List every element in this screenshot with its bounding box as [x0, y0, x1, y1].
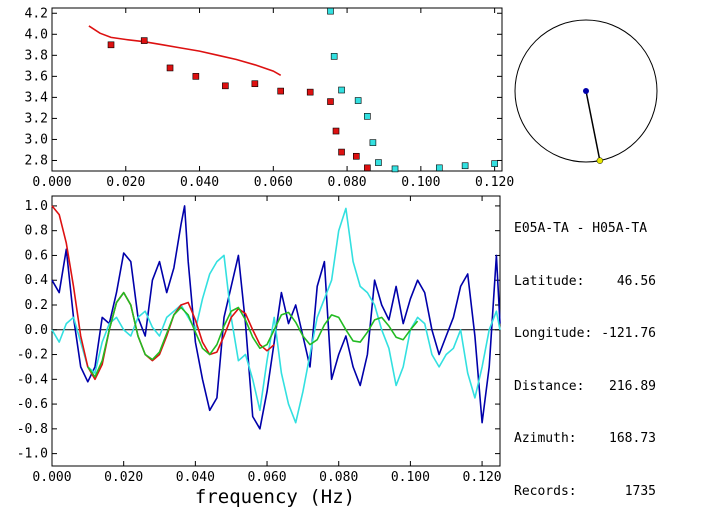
- x-tick-label: 0.120: [463, 470, 502, 485]
- dispersion-marker-cyan: [461, 162, 469, 170]
- longitude-label: Longitude:: [514, 326, 593, 341]
- x-tick-label: 0.060: [254, 175, 293, 190]
- dispersion-marker-cyan: [435, 164, 443, 172]
- x-axis-label: frequency (Hz): [195, 486, 355, 508]
- x-tick-label: 0.080: [319, 470, 358, 485]
- latitude-label: Latitude:: [514, 273, 585, 289]
- y-tick-label: 3.6: [25, 69, 48, 84]
- dispersion-x-ticks: 0.000 0.020 0.040 0.060 0.080 0.100 0.120: [32, 8, 514, 190]
- dispersion-marker-red: [277, 87, 284, 95]
- dispersion-marker-cyan: [375, 159, 382, 166]
- x-tick-label: 0.040: [180, 175, 219, 190]
- dispersion-plot: 0.000 0.020 0.040 0.060 0.080 0.100 0.120 2.8 3…: [25, 6, 515, 190]
- dispersion-marker-red: [107, 41, 115, 49]
- y-tick-label: 4.0: [25, 27, 48, 42]
- correlation-curve-green: [87, 291, 419, 378]
- dispersion-marker-red: [338, 148, 345, 156]
- dispersion-marker-red: [222, 82, 229, 90]
- azimuth-label: Azimuth:: [514, 431, 577, 446]
- info-row-latitude: Latitude: 46.56: [514, 273, 656, 291]
- dispersion-marker-cyan: [338, 86, 345, 94]
- x-tick-label: 0.000: [32, 175, 71, 190]
- y-tick-label: -1.0: [17, 447, 48, 462]
- dispersion-marker-cyan: [369, 139, 377, 146]
- y-tick-label: 3.8: [25, 48, 48, 63]
- dispersion-marker-cyan: [491, 160, 498, 167]
- dispersion-marker-cyan: [327, 7, 334, 15]
- latitude-value: 46.56: [616, 273, 656, 289]
- dispersion-plot-frame: [51, 7, 503, 172]
- y-tick-label: 3.2: [25, 111, 48, 126]
- dial-end-dot: [596, 157, 604, 164]
- longitude-value: -121.76: [601, 326, 656, 341]
- dispersion-curve-red: [88, 25, 282, 76]
- x-tick-label: 0.060: [247, 470, 286, 485]
- distance-label: Distance:: [514, 378, 585, 394]
- x-tick-label: 0.120: [475, 175, 514, 190]
- records-value: 1735: [624, 483, 656, 499]
- y-tick-label: 3.4: [25, 90, 49, 105]
- info-row-azimuth: Azimuth: 168.73: [514, 430, 656, 448]
- y-tick-label: 0.0: [25, 323, 48, 338]
- info-row-distance: Distance: 216.89: [514, 378, 656, 396]
- y-tick-label: 0.2: [25, 298, 48, 313]
- azimuth-dial: [514, 19, 658, 164]
- correlation-plot: 0.000 0.020 0.040 0.060 0.080 0.100 0.120 1.00…: [17, 195, 502, 508]
- dispersion-marker-cyan: [364, 113, 371, 120]
- y-tick-label: 0.6: [25, 248, 48, 263]
- correlation-series: [51, 205, 501, 430]
- dispersion-marker-red: [192, 73, 200, 80]
- dispersion-series: [88, 7, 498, 173]
- dispersion-y-ticks: 2.8 3.0 3.2 3.4 3.6 3.8 4.0 4.2: [25, 6, 502, 168]
- dispersion-marker-red: [332, 127, 340, 135]
- azimuth-dial-circle: [514, 19, 658, 163]
- x-tick-label: 0.020: [104, 470, 143, 485]
- y-tick-label: 3.0: [25, 132, 48, 147]
- azimuth-value: 168.73: [609, 431, 656, 446]
- y-tick-label: 0.4: [25, 273, 49, 288]
- dispersion-marker-cyan: [354, 97, 362, 104]
- y-tick-label: 2.8: [25, 153, 48, 168]
- y-tick-label: -0.4: [17, 372, 48, 387]
- y-tick-label: 4.2: [25, 6, 48, 21]
- azimuth-needle: [585, 90, 601, 161]
- correlation-curve-blue: [51, 205, 501, 430]
- dispersion-marker-red: [364, 164, 371, 172]
- info-row-records: Records: 1735: [514, 483, 656, 501]
- records-label: Records:: [514, 483, 577, 499]
- dispersion-marker-red: [327, 98, 334, 105]
- dispersion-marker-red: [251, 80, 259, 88]
- correlation-curve-cyan: [51, 207, 501, 424]
- x-tick-label: 0.000: [32, 470, 71, 485]
- station-pair-label: E05A-TA - H05A-TA: [514, 221, 648, 236]
- dispersion-marker-cyan: [391, 165, 399, 173]
- info-row-longitude: Longitude: -121.76: [514, 325, 656, 343]
- dispersion-marker-red: [353, 152, 360, 160]
- correlation-curve-red: [51, 205, 275, 381]
- y-tick-label: -0.8: [17, 422, 48, 437]
- station-info-panel: E05A-TA - H05A-TA Latitude: 46.56 Longit…: [514, 185, 656, 518]
- x-tick-label: 0.040: [176, 470, 215, 485]
- correlation-x-ticks: 0.000 0.020 0.040 0.060 0.080 0.100 0.120: [32, 196, 502, 485]
- y-tick-label: 0.8: [25, 224, 48, 239]
- y-tick-label: 1.0: [25, 199, 48, 214]
- distance-value: 216.89: [609, 378, 656, 394]
- x-tick-label: 0.080: [328, 175, 367, 190]
- dispersion-marker-red: [306, 88, 314, 96]
- y-tick-label: -0.2: [17, 348, 48, 363]
- x-tick-label: 0.020: [106, 175, 145, 190]
- dispersion-marker-red: [166, 64, 174, 72]
- dispersion-marker-red: [140, 37, 148, 44]
- x-tick-label: 0.100: [401, 175, 440, 190]
- dial-pivot-dot: [583, 88, 589, 94]
- y-tick-label: -0.6: [17, 397, 48, 412]
- dispersion-marker-cyan: [330, 53, 338, 60]
- x-tick-label: 0.100: [391, 470, 430, 485]
